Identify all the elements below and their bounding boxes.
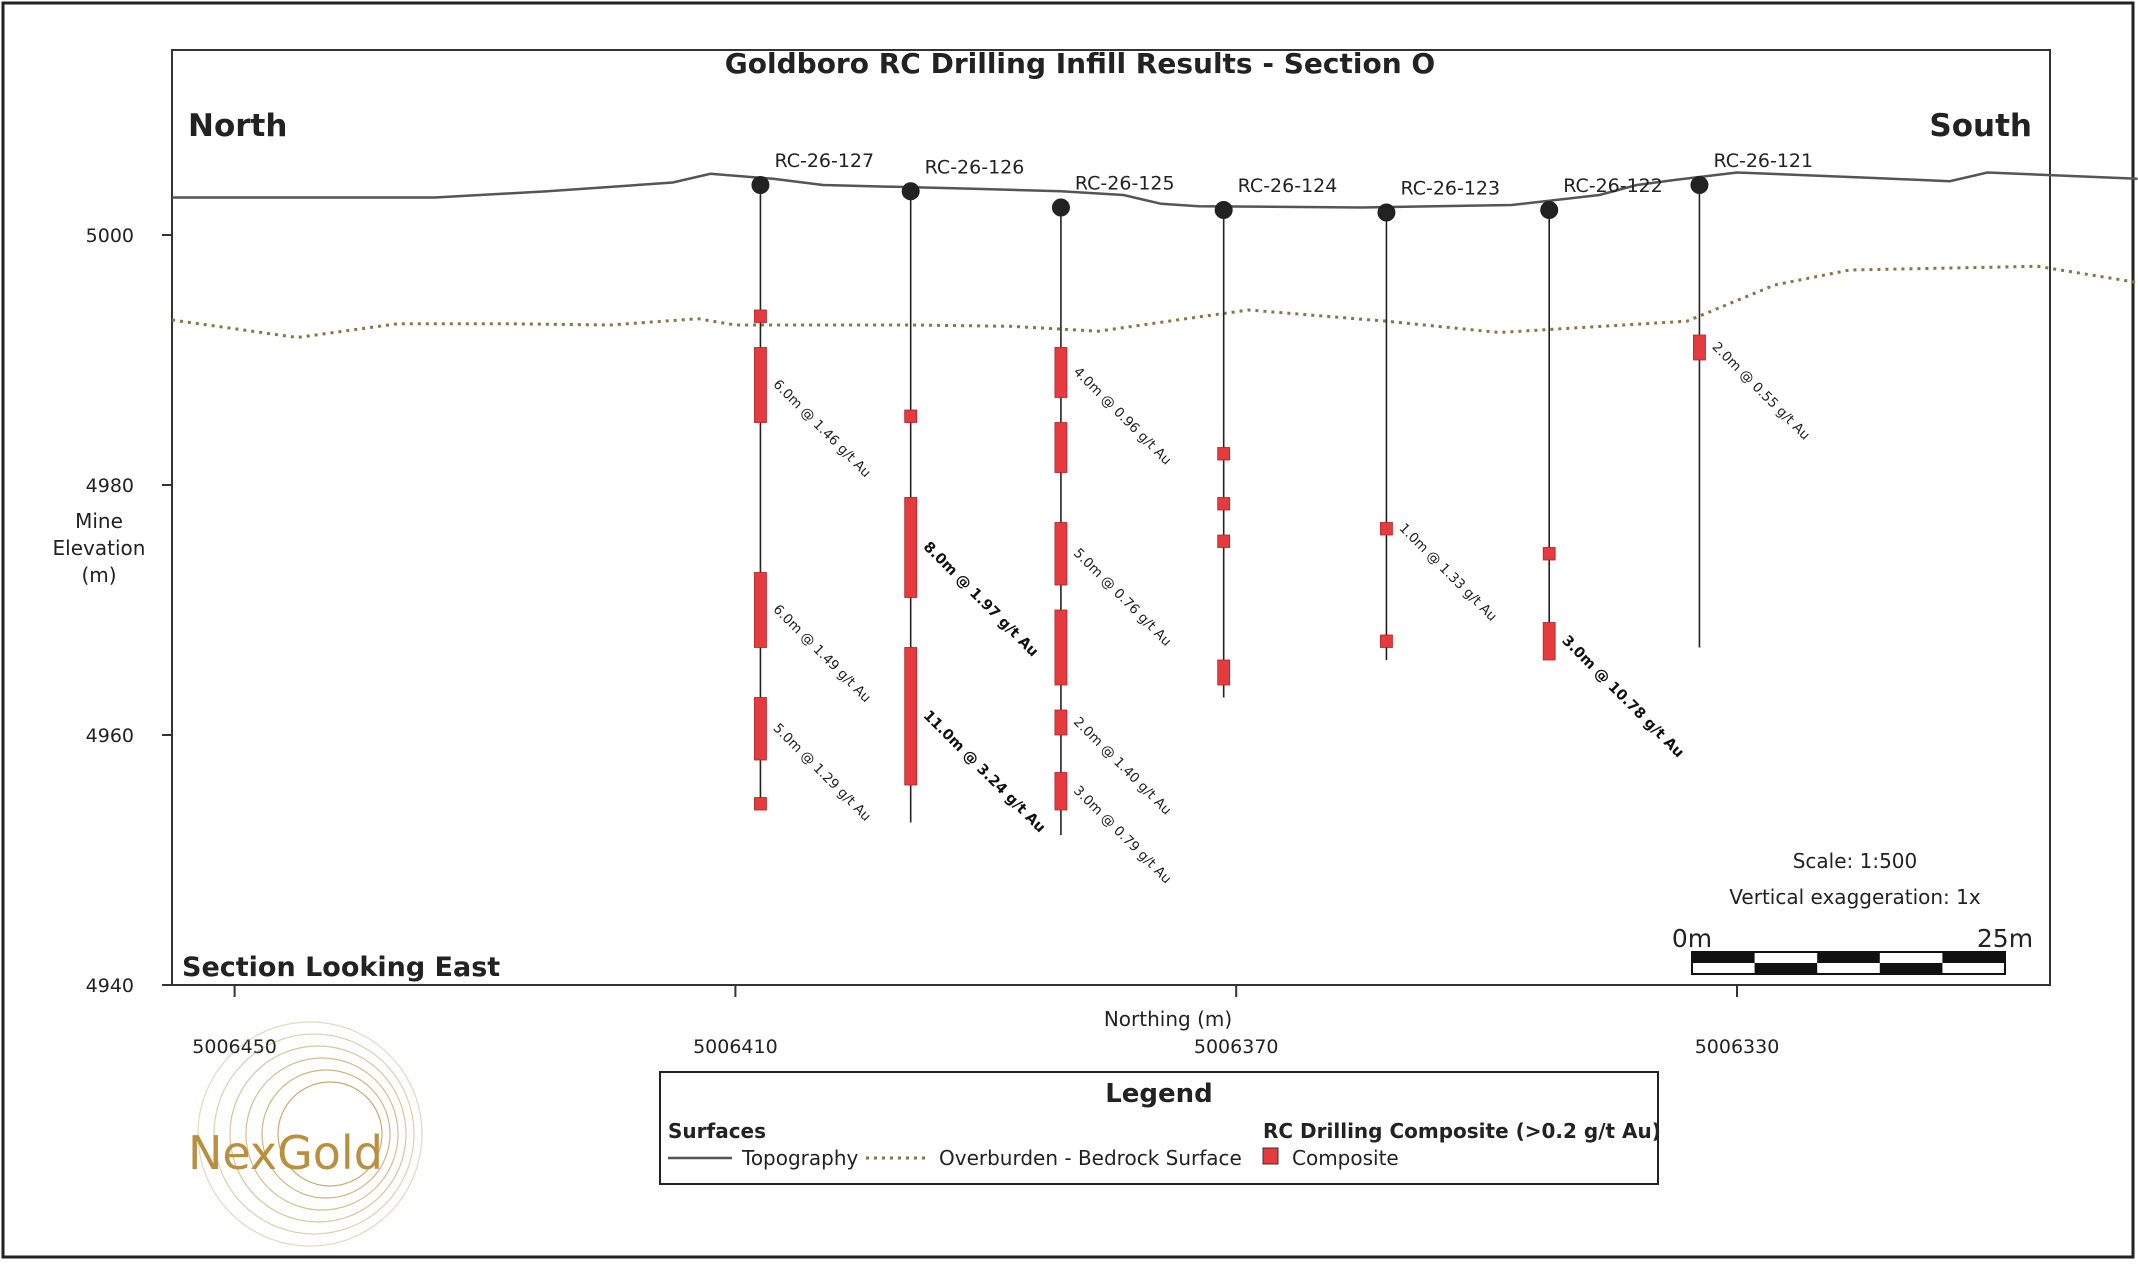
scale-bar-end-label: 25m <box>1977 924 2033 953</box>
composite-interval <box>754 309 767 323</box>
composite-interval <box>1693 334 1706 361</box>
legend-title: Legend <box>1105 1079 1213 1109</box>
legend-topography-label: Topography <box>741 1146 859 1170</box>
scale-bar-start-label: 0m <box>1672 924 1712 953</box>
scale-bar-segment <box>1879 963 1943 974</box>
composite-interval <box>754 347 767 423</box>
composite-interval <box>1380 634 1393 648</box>
y-axis-title-line-2: Elevation <box>53 536 146 560</box>
south-label: South <box>1929 108 2032 144</box>
chart-title: Goldboro RC Drilling Infill Results - Se… <box>725 47 1435 80</box>
collar-marker <box>1690 176 1709 194</box>
legend-box <box>659 1071 1659 1185</box>
hole-name-label: RC-26-126 <box>925 156 1025 178</box>
logo-ring <box>229 1045 407 1223</box>
composite-interval <box>1054 709 1068 736</box>
vertical-exaggeration: Vertical exaggeration: 1x <box>1729 885 1981 909</box>
collar-marker <box>1377 203 1396 222</box>
topography-line <box>172 171 2138 209</box>
x-tick-label: 5006370 <box>1194 1036 1279 1058</box>
legend-composite-swatch <box>1262 1147 1279 1165</box>
composite-interval <box>1380 522 1393 536</box>
collar-marker <box>751 176 770 194</box>
drill-hole-rc-26-124: RC-26-124 <box>1214 175 1338 698</box>
hole-name-label: RC-26-122 <box>1563 175 1663 197</box>
scale-bar-segment <box>1942 952 2005 963</box>
hole-name-label: RC-26-127 <box>774 150 874 172</box>
hole-name-label: RC-26-123 <box>1400 178 1500 200</box>
y-axis-title: Mine Elevation (m) <box>53 509 146 587</box>
y-axis-title-line-3: (m) <box>81 563 116 587</box>
logo-text: NexGold <box>188 1126 383 1180</box>
logo-ring <box>277 1081 383 1187</box>
y-tick-label: 4960 <box>86 725 134 747</box>
collar-marker <box>1540 201 1559 219</box>
composite-interval <box>1054 609 1068 686</box>
y-tick-label: 5000 <box>86 225 134 247</box>
composite-interval <box>1054 422 1068 473</box>
y-axis-title-line-1: Mine <box>75 509 123 533</box>
composite-interval <box>1542 547 1556 561</box>
y-axis-ticks: 5000 4980 4960 4940 <box>86 225 172 997</box>
composite-interval <box>904 497 918 598</box>
x-tick-label: 5006410 <box>693 1036 778 1058</box>
collar-marker <box>1051 198 1070 217</box>
composite-interval <box>1542 622 1556 661</box>
north-label: North <box>188 108 287 144</box>
hole-name-label: RC-26-124 <box>1238 175 1338 197</box>
composite-interval <box>1217 447 1231 461</box>
composite-interval <box>904 409 918 423</box>
logo-ring <box>261 1069 391 1199</box>
x-axis-title: Northing (m) <box>1104 1007 1232 1031</box>
legend-composite-heading: RC Drilling Composite (>0.2 g/t Au) <box>1263 1119 1661 1143</box>
composite-interval <box>1054 347 1068 398</box>
logo-ring <box>197 1021 423 1247</box>
legend-overburden-label: Overburden - Bedrock Surface <box>939 1146 1242 1170</box>
composite-interval <box>1217 497 1231 511</box>
composite-interval <box>754 697 767 761</box>
scale-bar-segment <box>1817 952 1880 963</box>
hole-name-label: RC-26-121 <box>1713 150 1813 172</box>
logo-ring <box>245 1057 399 1211</box>
scale-bar-segment <box>1692 952 1755 963</box>
composite-interval <box>1054 522 1068 586</box>
legend: Legend Surfaces Topography Overburden - … <box>659 1071 1661 1185</box>
composite-interval <box>1217 659 1231 686</box>
legend-surfaces-heading: Surfaces <box>668 1119 766 1143</box>
composite-interval <box>904 647 918 786</box>
hole-name-label: RC-26-125 <box>1075 173 1175 195</box>
collar-marker <box>1214 201 1233 219</box>
x-axis-ticks: 5006450 5006410 5006370 5006330 <box>192 985 1779 1058</box>
nexgold-logo: NexGold <box>188 1021 423 1247</box>
scale-ratio: Scale: 1:500 <box>1793 849 1918 873</box>
composite-interval <box>1217 534 1231 548</box>
x-tick-label: 5006450 <box>192 1036 277 1058</box>
y-tick-label: 4980 <box>86 475 134 497</box>
collar-marker <box>901 182 920 201</box>
composite-interval <box>754 797 767 811</box>
surfaces <box>171 171 2138 340</box>
scale-bar <box>1691 951 2006 975</box>
logo-rings-icon <box>197 1021 423 1247</box>
plot-frame <box>171 49 2051 986</box>
composite-interval <box>1054 772 1068 811</box>
y-tick-label: 4940 <box>86 975 134 997</box>
logo-ring <box>213 1033 415 1235</box>
legend-composite-label: Composite <box>1292 1146 1399 1170</box>
scale-bar-segment <box>1754 963 1818 974</box>
overburden-bedrock-line <box>171 264 2138 340</box>
composite-interval <box>754 572 767 648</box>
x-tick-label: 5006330 <box>1695 1036 1780 1058</box>
section-label: Section Looking East <box>182 952 500 983</box>
